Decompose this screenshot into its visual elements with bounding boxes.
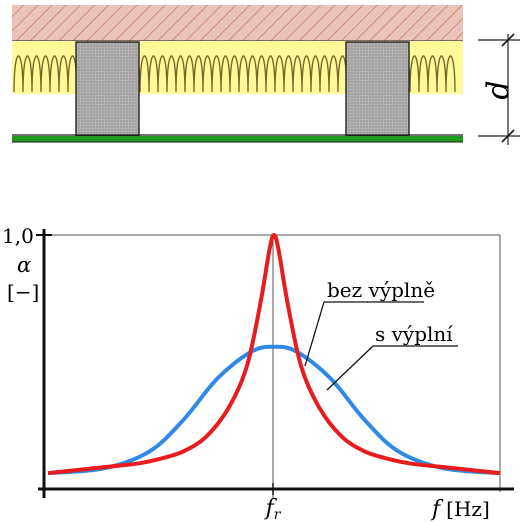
leader-bez-vyplne xyxy=(304,301,325,367)
series-layer xyxy=(47,233,501,476)
joist-left xyxy=(75,41,140,137)
green-layer xyxy=(12,136,463,142)
series-bez-vyplne-line xyxy=(47,233,501,476)
series-s-vyplni-line xyxy=(47,344,501,476)
cross-section: d xyxy=(12,5,520,145)
label-s-vyplni: s výplní xyxy=(375,322,453,346)
x-axis-symbol: f xyxy=(430,497,444,522)
y-axis-symbol: α xyxy=(17,253,31,277)
x-tick-label-sub: r xyxy=(274,507,282,522)
dimension-d: d xyxy=(478,33,520,145)
y-axis-unit: [−] xyxy=(7,280,39,304)
x-axis-unit: [Hz] xyxy=(446,497,490,521)
x-axis-title: f [Hz] xyxy=(430,497,490,522)
absorption-chart: 1,0 α [−] fr f [Hz] bez výplně s výplní xyxy=(2,224,514,522)
leader-s-vyplni xyxy=(326,345,374,391)
dimension-label: d xyxy=(481,80,516,99)
x-tick-label: fr xyxy=(264,496,282,522)
y-tick-label: 1,0 xyxy=(2,224,34,248)
ceiling-hatch xyxy=(12,5,463,41)
joist-right xyxy=(345,41,410,137)
label-bez-vyplne: bez výplně xyxy=(327,278,435,302)
